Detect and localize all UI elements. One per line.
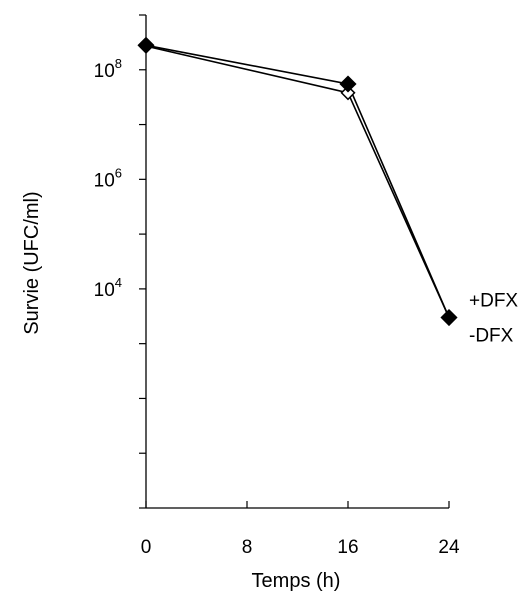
y-tick-label: 104 — [94, 275, 122, 301]
data-point — [440, 308, 458, 327]
x-tick-label: 16 — [337, 537, 358, 558]
y-tick-label: 106 — [94, 165, 122, 191]
x-tick-label: 0 — [141, 537, 152, 558]
series-label: -DFX — [469, 326, 514, 347]
series-line — [145, 45, 450, 318]
data-point — [137, 36, 155, 54]
data-point — [339, 75, 357, 93]
x-axis-title: Temps (h) — [252, 570, 341, 592]
series-lines — [145, 44, 450, 318]
series-markers — [137, 36, 458, 327]
series-label: +DFX — [469, 291, 518, 312]
x-tick-label: 24 — [438, 537, 460, 558]
y-tick-label: 108 — [94, 56, 122, 82]
series-line — [145, 44, 450, 318]
axis-ticks — [139, 14, 450, 509]
labels: 0 8 16 24 108 106 104 +DFX -DFX — [94, 56, 519, 558]
x-tick-label: 8 — [242, 537, 253, 558]
data-point — [340, 85, 356, 101]
y-axis-title: Survie (UFC/ml) — [21, 191, 43, 334]
axes — [145, 15, 449, 509]
